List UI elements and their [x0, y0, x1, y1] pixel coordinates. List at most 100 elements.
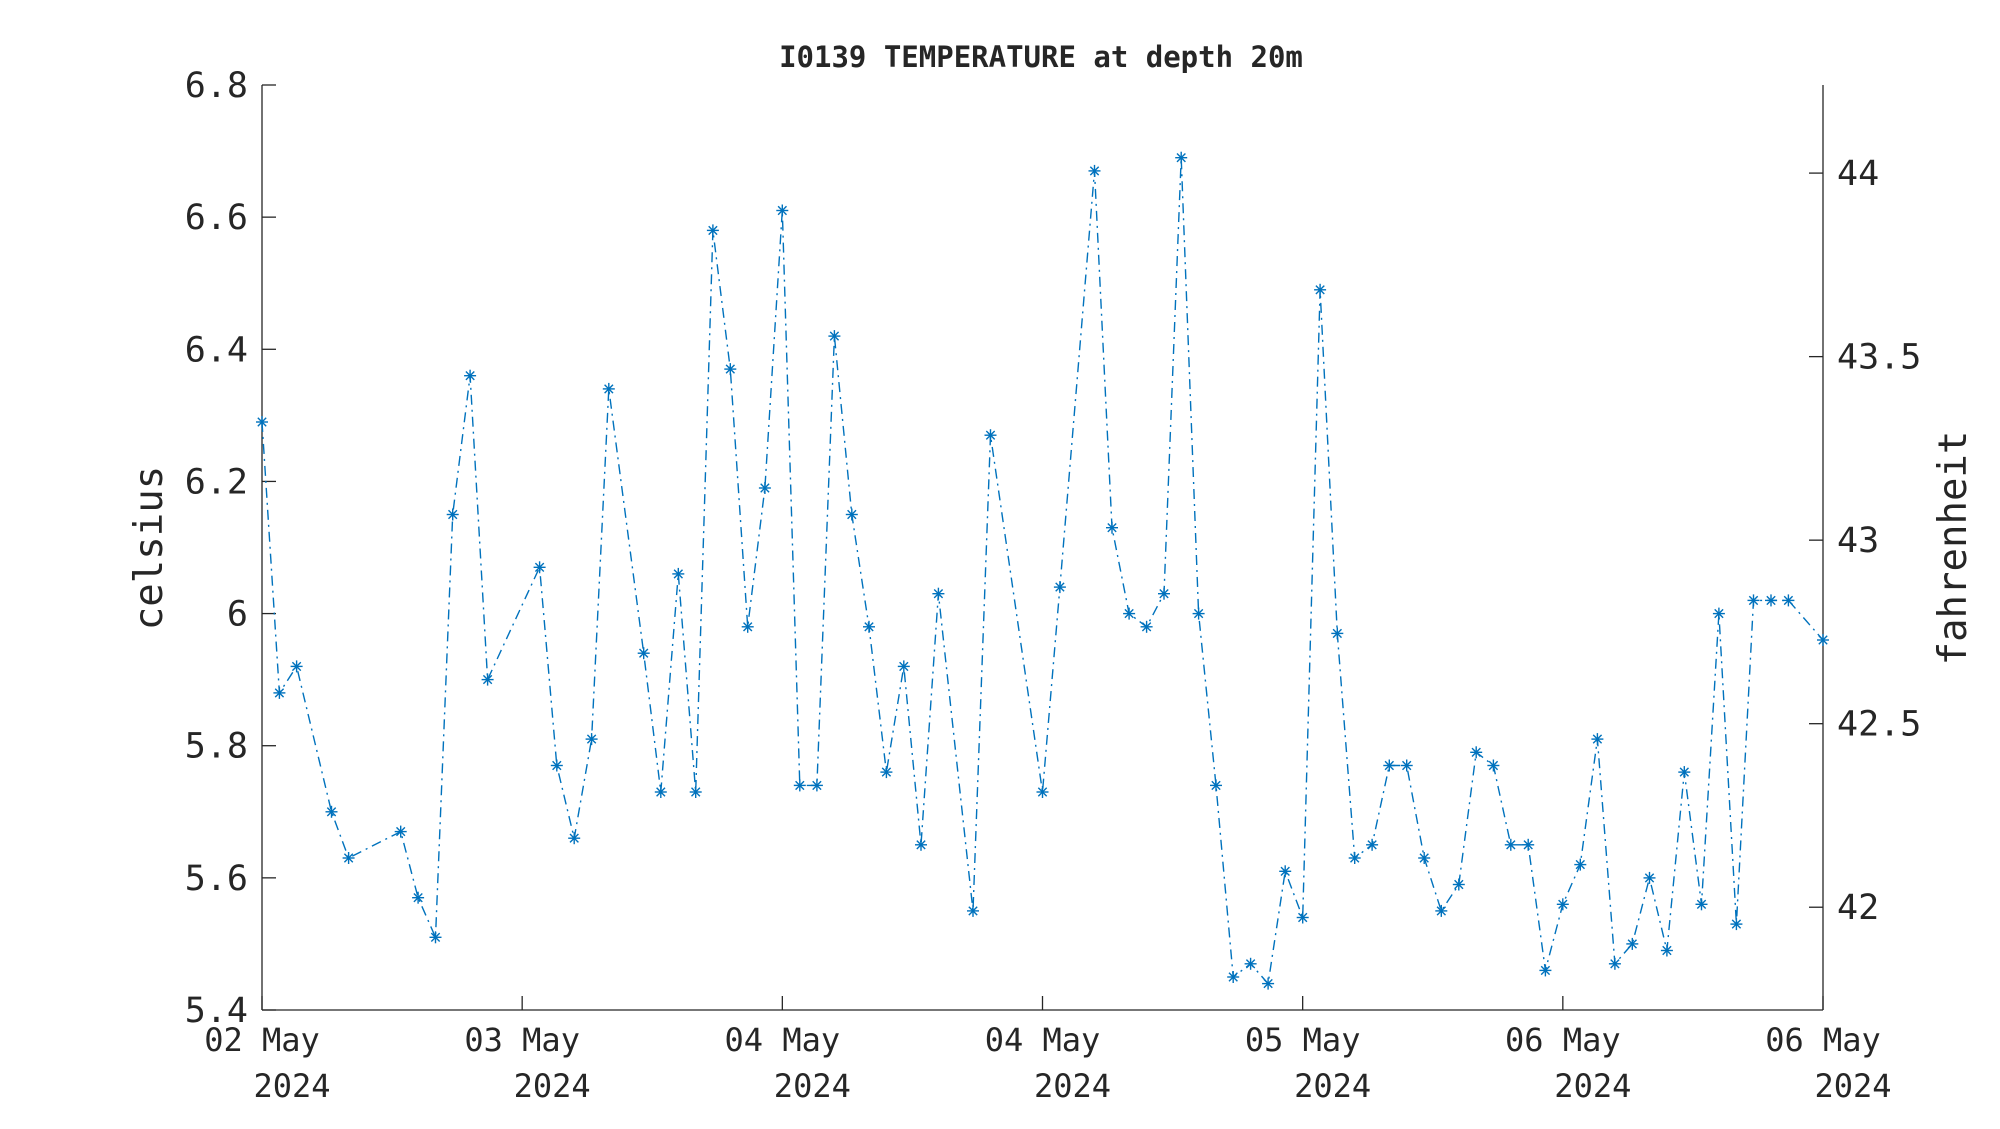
- data-point-marker: [654, 786, 667, 798]
- data-point-marker: [776, 204, 789, 217]
- x-tick-label-year: 2024: [514, 1067, 591, 1105]
- data-point-marker: [1418, 852, 1431, 864]
- data-point-marker: [446, 508, 459, 521]
- y-tick-right-label: 42.5: [1837, 705, 1921, 745]
- data-point-marker: [897, 660, 910, 673]
- y-axis-left: 5.4 5.6 5.8 6 6.2 6.4 6.6 6.8: [185, 66, 276, 1031]
- data-point-marker: [741, 620, 754, 633]
- data-point-marker: [845, 508, 858, 521]
- y-tick-left-label: 5.6: [185, 859, 248, 899]
- data-point-marker: [724, 363, 737, 376]
- data-point-marker: [256, 416, 268, 428]
- y-tick-right-label: 43: [1837, 521, 1879, 561]
- data-point-marker: [863, 620, 875, 633]
- x-tick-label-year: 2024: [253, 1067, 330, 1105]
- data-point-marker: [793, 779, 806, 792]
- data-point-marker: [1192, 607, 1205, 620]
- data-point-marker: [273, 686, 286, 699]
- data-point-marker: [1435, 904, 1448, 917]
- data-point-marker: [1036, 786, 1049, 798]
- data-point-marker: [1660, 944, 1673, 957]
- data-point-marker: [1556, 898, 1569, 911]
- y-tick-left-label: 5.4: [185, 991, 248, 1031]
- x-tick-label-date: 04 May: [725, 1021, 841, 1059]
- data-point-marker: [1140, 620, 1153, 633]
- chart-title: I0139 TEMPERATURE at depth 20m: [779, 40, 1303, 74]
- data-point-marker: [290, 660, 303, 673]
- data-point-marker: [1712, 607, 1725, 620]
- data-point-marker: [1747, 594, 1760, 607]
- data-point-marker: [1348, 852, 1361, 864]
- data-point-marker: [1088, 164, 1101, 177]
- y-axis-left-label: celsius: [127, 466, 172, 630]
- data-point-marker: [1522, 838, 1535, 851]
- x-tick-label-date: 06 May: [1505, 1021, 1621, 1059]
- y-tick-left-label: 5.8: [185, 727, 248, 767]
- y-tick-left-label: 6.2: [185, 462, 248, 502]
- data-point-marker: [1383, 759, 1396, 772]
- data-point-marker: [342, 852, 355, 864]
- data-point-marker: [1591, 733, 1604, 746]
- x-tick-label-year: 2024: [774, 1067, 851, 1105]
- data-point-marker: [1158, 587, 1170, 600]
- x-tick-label-year: 2024: [1294, 1067, 1371, 1105]
- data-point-marker: [1314, 283, 1327, 296]
- data-point-marker: [1608, 957, 1621, 970]
- data-point-marker: [585, 733, 598, 746]
- y-tick-left-label: 6.8: [185, 66, 248, 106]
- data-point-marker: [481, 673, 494, 686]
- x-tick-label-year: 2024: [1034, 1067, 1111, 1105]
- data-point-marker: [602, 382, 615, 395]
- data-point-marker: [1782, 594, 1795, 607]
- data-point-marker: [1539, 964, 1552, 977]
- data-point-marker: [1626, 937, 1639, 950]
- x-tick-label-date: 05 May: [1245, 1021, 1361, 1059]
- data-point-marker: [1262, 977, 1275, 990]
- data-point-marker: [1817, 634, 1829, 646]
- x-tick-label-date: 04 May: [985, 1021, 1101, 1059]
- data-point-marker: [568, 832, 581, 845]
- y-tick-left-label: 6.4: [185, 330, 248, 370]
- data-point-marker: [1227, 971, 1240, 983]
- data-point-marker: [1279, 865, 1292, 878]
- data-point-marker: [1678, 766, 1691, 779]
- data-point-marker: [689, 786, 702, 798]
- y-axis-right-label: fahrenheit: [1931, 431, 1976, 666]
- data-point-marker: [1470, 746, 1483, 759]
- data-point-marker: [1643, 871, 1656, 884]
- data-point-marker: [550, 759, 563, 772]
- data-point-marker: [1487, 759, 1500, 772]
- x-tick-label-date: 06 May: [1765, 1021, 1881, 1059]
- data-point-marker: [672, 567, 685, 580]
- data-point-marker: [1695, 898, 1708, 911]
- data-point-marker: [1400, 759, 1413, 772]
- data-point-marker: [984, 429, 997, 442]
- data-point-marker: [880, 766, 893, 779]
- data-point-marker: [1210, 779, 1222, 792]
- y-axis-right: 42 42.5 43 43.5 44: [1809, 154, 1921, 928]
- data-point-marker: [1106, 521, 1118, 534]
- data-point-marker: [1452, 878, 1465, 891]
- y-tick-right-label: 43.5: [1837, 338, 1921, 378]
- x-axis: 02 May 2024 03 May 2024 04 May 2024 04 May 2024…: [204, 996, 1892, 1105]
- data-point-marker: [533, 561, 546, 574]
- x-tick-label-date: 02 May: [204, 1021, 320, 1059]
- data-point-marker: [1504, 838, 1517, 851]
- x-tick-label-year: 2024: [1554, 1067, 1631, 1105]
- data-point-marker: [464, 369, 477, 382]
- data-point-marker: [758, 482, 771, 494]
- x-tick-label-date: 03 May: [464, 1021, 580, 1059]
- data-point-marker: [325, 805, 338, 818]
- data-point-marker: [1053, 581, 1066, 594]
- axes-frame: [261, 85, 1824, 1011]
- data-point-marker: [1331, 627, 1344, 640]
- data-point-marker: [967, 904, 979, 917]
- data-point-marker: [1574, 858, 1587, 871]
- series-line: [261, 157, 1824, 986]
- data-point-marker: [394, 825, 407, 838]
- y-tick-left-label: 6: [227, 595, 248, 635]
- data-point-marker: [1765, 594, 1777, 607]
- y-tick-right-label: 42: [1837, 888, 1879, 928]
- data-point-marker: [429, 931, 442, 944]
